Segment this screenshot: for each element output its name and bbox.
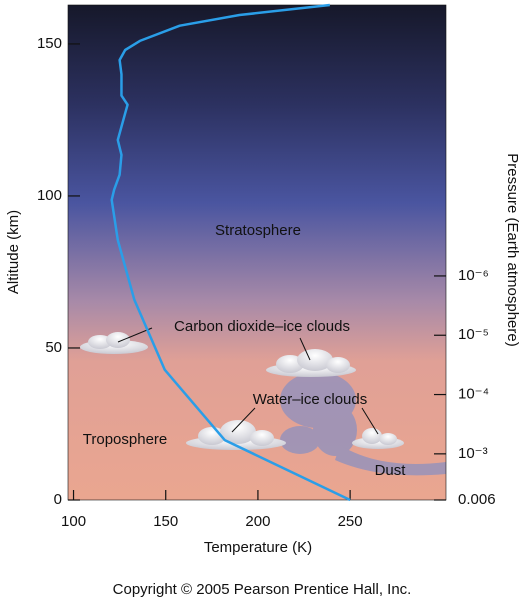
y-tick-label: 0 — [54, 491, 62, 508]
y2-axis-label: Pressure (Earth atmosphere) — [504, 153, 521, 346]
y2-tick-label: 0.006 — [458, 491, 496, 508]
annotation: Water–ice clouds — [253, 391, 368, 408]
cloud — [80, 332, 404, 450]
temperature-line — [110, 3, 351, 502]
y-tick-label: 150 — [37, 35, 62, 52]
dust-plume — [280, 372, 446, 476]
y2-tick-label: 10⁻³ — [458, 445, 488, 462]
x-tick-label: 200 — [245, 513, 270, 530]
x-axis-label: Temperature (K) — [204, 539, 312, 556]
y-tick-label: 50 — [45, 339, 62, 356]
y2-tick-label: 10⁻⁵ — [458, 326, 489, 343]
x-tick-label: 250 — [338, 513, 363, 530]
plot-background — [68, 5, 446, 500]
y-axis-label: Altitude (km) — [5, 210, 22, 294]
y2-tick-label: 10⁻⁴ — [458, 386, 489, 403]
annotation: Stratosphere — [215, 222, 301, 239]
annotation: Carbon dioxide–ice clouds — [174, 318, 350, 335]
y2-tick-label: 10⁻⁶ — [458, 267, 489, 284]
y-tick-label: 100 — [37, 187, 62, 204]
copyright: Copyright © 2005 Pearson Prentice Hall, … — [113, 581, 412, 598]
plot-frame — [67, 4, 447, 501]
x-tick-label: 100 — [61, 513, 86, 530]
x-tick-label: 150 — [153, 513, 178, 530]
annotation: Troposphere — [83, 431, 168, 448]
annotation: Dust — [375, 462, 407, 479]
